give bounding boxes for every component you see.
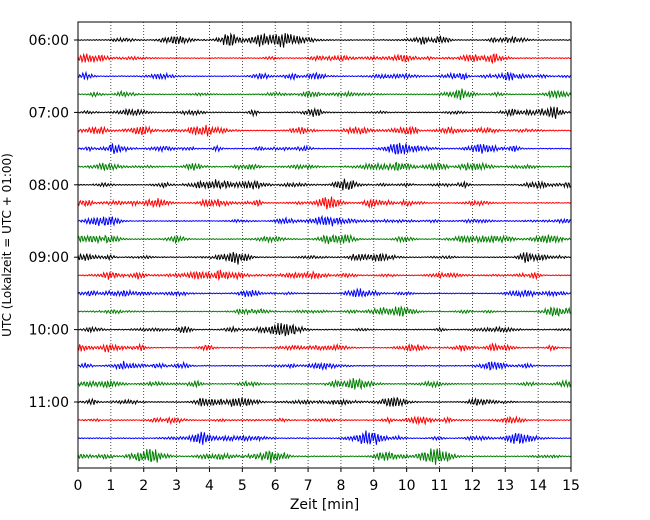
- seismic-trace-0715: [77, 124, 572, 137]
- y-tick-label: 11:00: [29, 395, 69, 411]
- seismic-trace-0930: [77, 287, 572, 299]
- x-tick-label: 1: [106, 478, 115, 494]
- x-tick-label: 11: [431, 478, 449, 494]
- seismic-trace-1000: [77, 323, 572, 337]
- seismic-trace-0600: [77, 32, 571, 48]
- seismic-trace-1030: [77, 360, 572, 371]
- seismic-trace-1100: [77, 396, 572, 408]
- x-tick-label: 9: [369, 478, 378, 494]
- x-tick-label: 15: [562, 478, 580, 494]
- seismic-trace-0700: [77, 105, 571, 119]
- seismic-trace-0845: [77, 233, 572, 245]
- x-tick-label: 5: [238, 478, 247, 494]
- seismic-trace-0630: [77, 70, 572, 82]
- seismic-trace-1145: [77, 448, 572, 465]
- seismic-trace-1130: [77, 430, 571, 445]
- x-tick-label: 12: [463, 478, 481, 494]
- x-tick-label: 4: [205, 478, 214, 494]
- y-axis-ticks: 06:00 07:00 08:00 09:00 10:00 11:00: [29, 33, 78, 411]
- y-tick-label: 09:00: [29, 250, 69, 266]
- seismic-trace-0830: [77, 214, 572, 227]
- seismic-trace-1045: [77, 378, 572, 391]
- seismic-trace-0645: [77, 88, 572, 101]
- seismic-trace-0815: [77, 196, 572, 210]
- seismic-trace-0745: [77, 161, 572, 172]
- seismic-trace-0945: [77, 304, 571, 317]
- seismic-trace-1115: [77, 415, 572, 426]
- y-tick-label: 10:00: [29, 323, 69, 339]
- seismic-trace-0615: [77, 52, 572, 65]
- grid-lines: [110, 22, 539, 468]
- x-tick-label: 7: [304, 478, 313, 494]
- seismic-trace-0730: [77, 142, 571, 155]
- x-axis-label: Zeit [min]: [290, 497, 359, 513]
- seismic-trace-0800: [77, 178, 572, 191]
- y-tick-label: 06:00: [29, 33, 69, 49]
- x-tick-label: 14: [529, 478, 547, 494]
- x-axis-ticks: 0 1 2 3 4 5 6 7 8 9 10 11 12 13 14 15: [74, 468, 580, 494]
- seismic-trace-0915: [77, 269, 571, 281]
- seismic-traces: [77, 32, 572, 465]
- y-tick-label: 07:00: [29, 105, 69, 121]
- x-tick-label: 0: [74, 478, 83, 494]
- x-tick-label: 2: [139, 478, 148, 494]
- x-tick-label: 3: [172, 478, 181, 494]
- plot-frame: [77, 21, 572, 469]
- y-axis-label: UTC (Lokalzeit = UTC + 01:00): [0, 153, 14, 337]
- x-tick-label: 13: [496, 478, 514, 494]
- x-tick-label: 8: [336, 478, 345, 494]
- y-tick-label: 08:00: [29, 178, 69, 194]
- x-tick-label: 6: [271, 478, 280, 494]
- seismic-trace-1015: [77, 342, 571, 353]
- x-tick-label: 10: [398, 478, 416, 494]
- seismic-trace-0900: [77, 251, 572, 265]
